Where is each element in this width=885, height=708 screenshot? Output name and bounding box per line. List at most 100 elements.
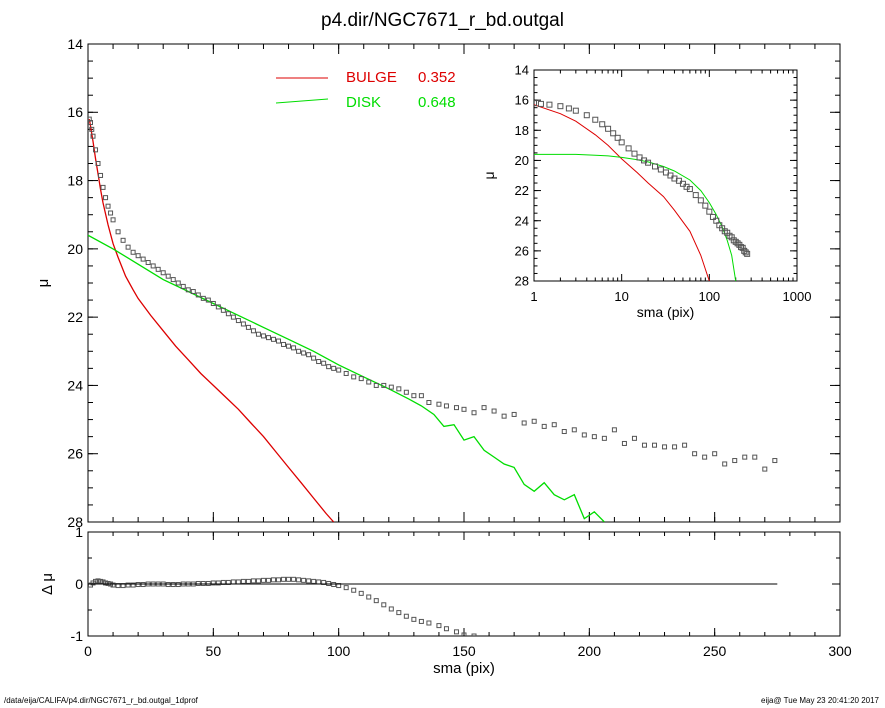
main-data-point xyxy=(95,161,101,166)
main-data-point xyxy=(742,454,748,460)
main-data-point xyxy=(185,287,191,293)
main-y-tick-label: 18 xyxy=(67,172,83,188)
resid-data-point xyxy=(270,577,276,583)
resid-data-point xyxy=(200,580,206,586)
inset-y-tick-label: 20 xyxy=(515,153,529,168)
main-disk-line xyxy=(88,234,605,522)
main-data-point xyxy=(351,374,357,380)
inset-data-point xyxy=(744,250,751,257)
inset-data-point xyxy=(657,166,664,173)
main-data-point xyxy=(403,389,409,395)
main-data-point xyxy=(105,203,111,209)
main-data-point xyxy=(103,195,109,201)
main-data-point xyxy=(611,427,617,433)
resid-x-tick-label: 250 xyxy=(703,643,727,659)
inset-data-point xyxy=(739,244,746,251)
legend-bulge-label: BULGE xyxy=(346,69,397,86)
resid-x-tick-label: 0 xyxy=(84,643,92,659)
resid-data-point xyxy=(170,582,176,588)
resid-data-point xyxy=(265,577,271,583)
resid-data-point xyxy=(343,585,349,591)
main-data-point xyxy=(89,126,95,132)
inset-data-point xyxy=(605,125,612,132)
resid-x-tick-label: 100 xyxy=(327,643,351,659)
resid-data-point xyxy=(296,577,302,583)
inset-data-point xyxy=(557,103,564,110)
resid-data-point xyxy=(373,598,379,604)
inset-data-point xyxy=(686,186,693,193)
main-data-point xyxy=(321,360,327,366)
resid-data-point xyxy=(245,578,251,584)
inset-data-point xyxy=(651,163,658,170)
resid-data-point xyxy=(103,580,109,586)
inset-x-tick-label: 1 xyxy=(530,289,537,304)
inset-data-point xyxy=(599,121,606,128)
main-data-point xyxy=(170,277,176,283)
inset-data-point xyxy=(614,134,621,141)
resid-data-point xyxy=(130,582,136,588)
main-y-tick-label: 24 xyxy=(67,377,83,393)
resid-data-point xyxy=(205,580,211,586)
main-data-point xyxy=(205,297,211,303)
resid-x-axis-label: sma (pix) xyxy=(433,660,495,677)
resid-data-point xyxy=(436,623,442,629)
main-data-point xyxy=(511,411,517,417)
resid-data-point xyxy=(93,578,99,584)
legend-bulge-value: 0.352 xyxy=(418,69,456,86)
inset-data-point xyxy=(631,150,638,157)
inset-data-point xyxy=(618,139,625,146)
resid-data-point xyxy=(230,579,236,585)
main-data-point xyxy=(265,335,271,341)
resid-x-tick-label: 300 xyxy=(828,643,852,659)
main-data-point xyxy=(418,393,424,399)
resid-y-tick-label: -1 xyxy=(71,628,84,644)
main-y-tick-label: 26 xyxy=(67,446,83,462)
resid-data-point xyxy=(403,613,409,619)
inset-data-point xyxy=(730,237,737,244)
resid-data-point xyxy=(250,578,256,584)
main-data-point xyxy=(426,400,432,405)
resid-data-point xyxy=(306,578,312,584)
main-data-point xyxy=(491,408,497,414)
main-data-point xyxy=(581,432,587,438)
main-data-point xyxy=(160,270,166,276)
inset-data-point xyxy=(645,159,652,166)
inset-data-point xyxy=(565,105,572,112)
main-data-point xyxy=(130,249,136,255)
inset-data-point xyxy=(675,177,682,184)
resid-data-point xyxy=(165,582,171,588)
resid-data-point xyxy=(301,577,307,583)
main-data-point xyxy=(326,364,332,370)
main-data-point xyxy=(501,413,507,419)
resid-data-point xyxy=(286,576,292,582)
main-data-point xyxy=(230,314,236,320)
resid-data-point xyxy=(260,577,266,583)
resid-data-point xyxy=(255,578,261,584)
main-data-point xyxy=(165,273,171,279)
inset-data-point xyxy=(732,238,739,245)
resid-data-point xyxy=(396,610,402,616)
inset-y-tick-label: 22 xyxy=(515,183,529,198)
inset-data-point xyxy=(534,100,537,107)
inset-y-tick-label: 24 xyxy=(515,213,529,228)
main-data-point xyxy=(631,435,637,441)
main-data-point xyxy=(215,304,221,310)
resid-data-point xyxy=(281,576,287,582)
resid-data-point xyxy=(331,582,337,588)
main-data-point xyxy=(255,331,261,337)
main-data-point xyxy=(296,348,302,354)
resid-data-point xyxy=(388,606,394,612)
main-data-point xyxy=(145,260,151,266)
resid-data-point xyxy=(98,578,104,584)
resid-data-point xyxy=(95,578,101,584)
resid-data-point xyxy=(326,580,332,586)
main-data-point xyxy=(175,280,181,286)
main-data-point xyxy=(471,410,477,416)
main-data-point xyxy=(135,253,141,259)
main-data-point xyxy=(762,466,768,472)
inset-data-point xyxy=(697,197,704,204)
main-data-point xyxy=(571,427,577,433)
inset-data-point xyxy=(592,116,599,123)
resid-y-axis-label: Δ μ xyxy=(39,573,56,595)
resid-data-point xyxy=(140,582,146,588)
